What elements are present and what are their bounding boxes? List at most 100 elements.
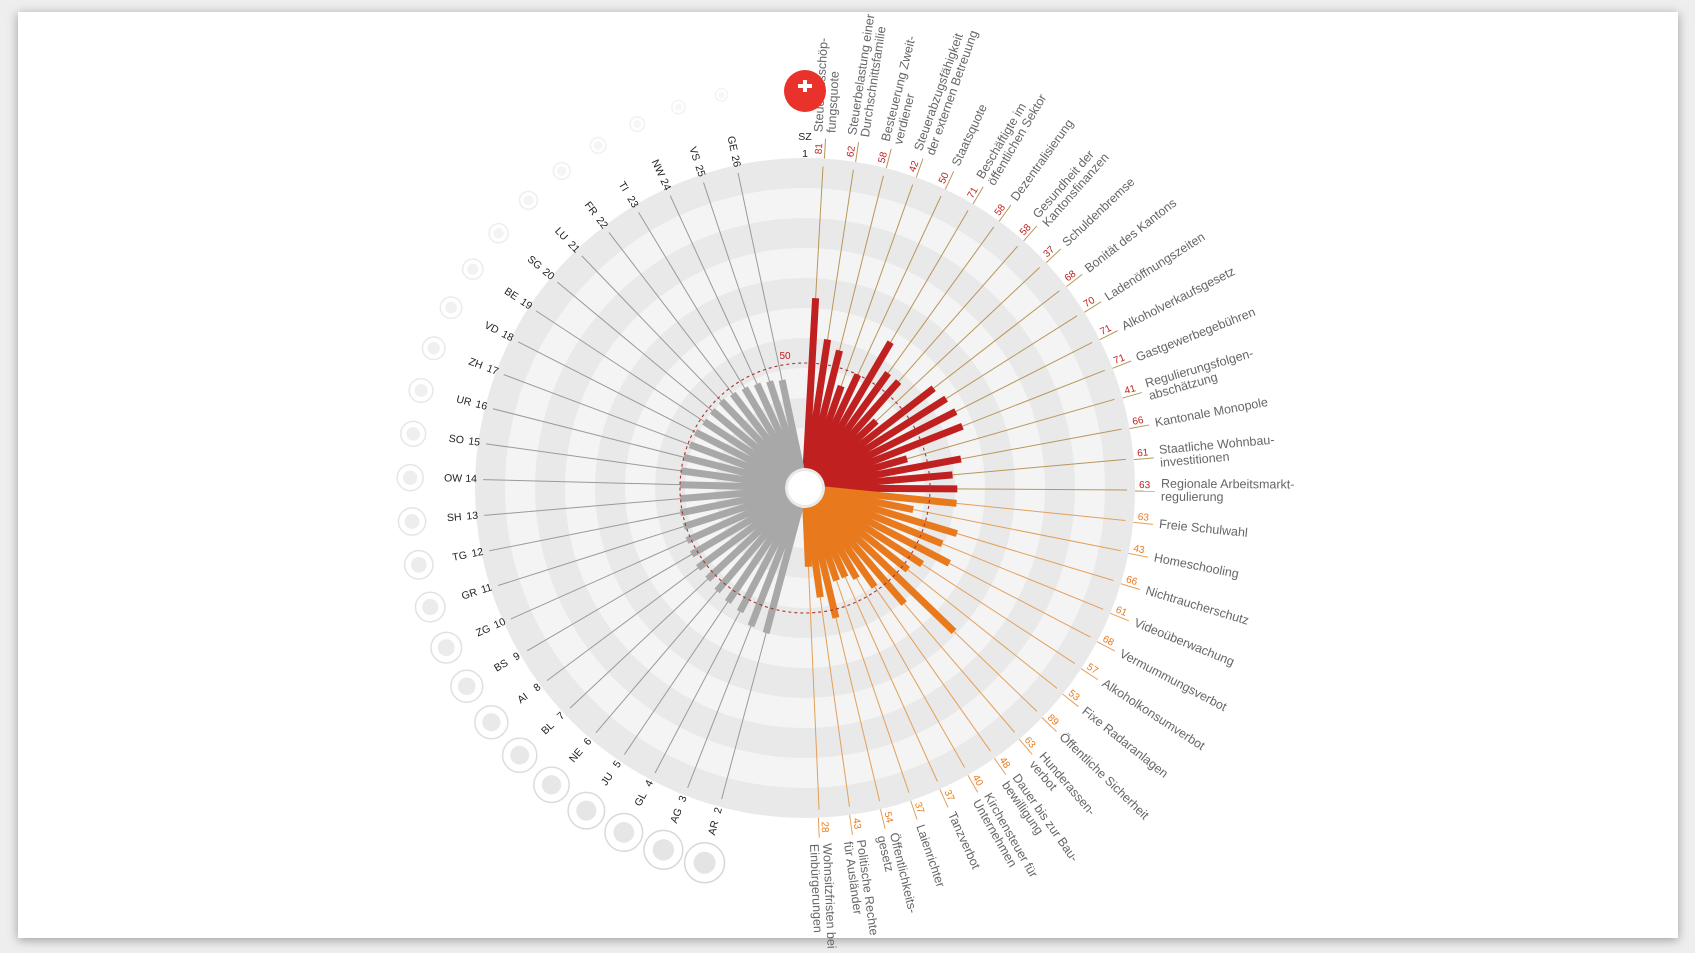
canton-rank: 10 bbox=[492, 616, 508, 632]
canton-rank: 16 bbox=[474, 398, 488, 413]
canton-bar bbox=[679, 481, 786, 491]
indicator-bar bbox=[812, 340, 894, 473]
canton-flag-icon bbox=[518, 190, 539, 211]
indicator-bar bbox=[821, 408, 958, 483]
reference-circle: 50 bbox=[679, 351, 931, 614]
canton-code: NW bbox=[649, 158, 667, 179]
canton-bar bbox=[689, 495, 790, 558]
canton-bar bbox=[702, 418, 791, 480]
canton-code: AG bbox=[668, 806, 685, 825]
label-underline bbox=[944, 170, 955, 190]
indicator-label-text: Öffentlichkeits- bbox=[887, 831, 920, 914]
indicator-value: 63 bbox=[1137, 512, 1150, 524]
canton-rank: 4 bbox=[643, 778, 656, 789]
canton-flag-icon bbox=[683, 842, 726, 884]
indicator-label-text: Laienrichter bbox=[913, 823, 947, 889]
canton-bar bbox=[696, 497, 792, 571]
canton-rank: 12 bbox=[470, 546, 484, 560]
label-underline bbox=[1110, 612, 1130, 622]
canton-rank: 26 bbox=[729, 154, 743, 168]
indicator-value: 43 bbox=[1132, 543, 1145, 556]
indicator-value: 71 bbox=[966, 185, 981, 201]
canton-bar bbox=[747, 505, 801, 628]
indicator-value: 58 bbox=[1018, 222, 1034, 238]
canton-flag-icon bbox=[474, 704, 509, 740]
indicator-bar bbox=[818, 385, 936, 479]
indicator-bar bbox=[819, 495, 925, 568]
canton-code: VD bbox=[482, 319, 501, 337]
indicator-value: 66 bbox=[1125, 574, 1139, 588]
indicator-value: 61 bbox=[1137, 447, 1149, 459]
canton-rank: 25 bbox=[692, 164, 707, 179]
label-underline bbox=[879, 809, 886, 829]
canton-flag-icon bbox=[399, 420, 427, 448]
canton-flag-icon bbox=[430, 631, 463, 664]
canton-flag-icon bbox=[397, 507, 427, 536]
label-underline bbox=[1018, 738, 1033, 755]
indicator-value: 37 bbox=[912, 801, 926, 815]
canton-rank: 13 bbox=[466, 510, 479, 523]
label-underline bbox=[1099, 330, 1118, 341]
indicator-label-text: regulierung bbox=[1161, 490, 1224, 504]
canton-bar bbox=[688, 441, 788, 485]
canton-flags bbox=[396, 70, 826, 884]
indicator-label-text: Tanzverbot bbox=[945, 810, 983, 872]
reference-circle-50 bbox=[679, 362, 931, 614]
canton-bar bbox=[729, 391, 796, 475]
canton-rank: 24 bbox=[657, 177, 673, 193]
canton-code: SH bbox=[446, 511, 462, 524]
indicator-label-text: Einbürgerungen bbox=[807, 844, 825, 934]
canton-flag-icon bbox=[671, 99, 686, 115]
canton-flag-icon bbox=[629, 116, 646, 133]
indicator-bar bbox=[816, 499, 957, 635]
label-underline bbox=[1129, 424, 1150, 430]
canton-rank: 3 bbox=[676, 794, 689, 804]
center-hole bbox=[788, 471, 822, 505]
label-underline bbox=[1062, 693, 1079, 707]
label-underline bbox=[1023, 225, 1038, 242]
indicator-value: 68 bbox=[1101, 634, 1116, 649]
canton-flag-icon bbox=[396, 463, 424, 492]
indicator-value: 54 bbox=[881, 811, 894, 825]
label-underline bbox=[855, 142, 860, 162]
indicator-label-text: Homeschooling bbox=[1153, 551, 1240, 582]
highlight-rank: 1 bbox=[802, 148, 808, 160]
canton-flag-icon bbox=[421, 336, 446, 361]
canton-bar bbox=[680, 467, 786, 489]
canton-code: LU bbox=[552, 225, 570, 243]
label-underline bbox=[915, 158, 924, 178]
indicator-bar bbox=[804, 338, 832, 469]
indicator-bar bbox=[815, 379, 902, 476]
indicator-label: 70 Ladenöffnungszeiten bbox=[1082, 230, 1207, 313]
label-underline bbox=[1066, 273, 1083, 288]
canton-code: BS bbox=[492, 657, 510, 674]
indicator-bar bbox=[820, 395, 948, 481]
canton-flag-icon bbox=[567, 791, 606, 830]
indicator-value: 71 bbox=[1098, 323, 1113, 338]
canton-bar bbox=[762, 506, 804, 634]
indicator-bar bbox=[824, 484, 958, 493]
indicator-bar bbox=[824, 455, 962, 488]
indicator-value: 62 bbox=[845, 145, 858, 158]
canton-bar bbox=[685, 492, 789, 544]
canton-code: AR bbox=[706, 819, 721, 837]
indicator-bar bbox=[810, 373, 861, 472]
indicator-value: 37 bbox=[1042, 244, 1058, 260]
canton-flag-icon bbox=[714, 88, 729, 102]
canton-flag-icon bbox=[552, 161, 571, 181]
indicator-label: 63 Regionale Arbeitsmarkt-regulierung bbox=[1134, 477, 1294, 504]
indicator-value: 41 bbox=[1123, 383, 1137, 397]
indicator-value: 66 bbox=[1132, 415, 1145, 428]
label-underline bbox=[1120, 583, 1141, 590]
canton-code: TI bbox=[616, 179, 631, 193]
canton-bar bbox=[682, 453, 787, 487]
canton-flag-icon bbox=[589, 136, 607, 154]
canton-bar bbox=[714, 500, 795, 594]
indicator-bar bbox=[802, 507, 812, 567]
canton-flag-icon bbox=[450, 669, 484, 703]
canton-code: ZG bbox=[474, 623, 492, 640]
